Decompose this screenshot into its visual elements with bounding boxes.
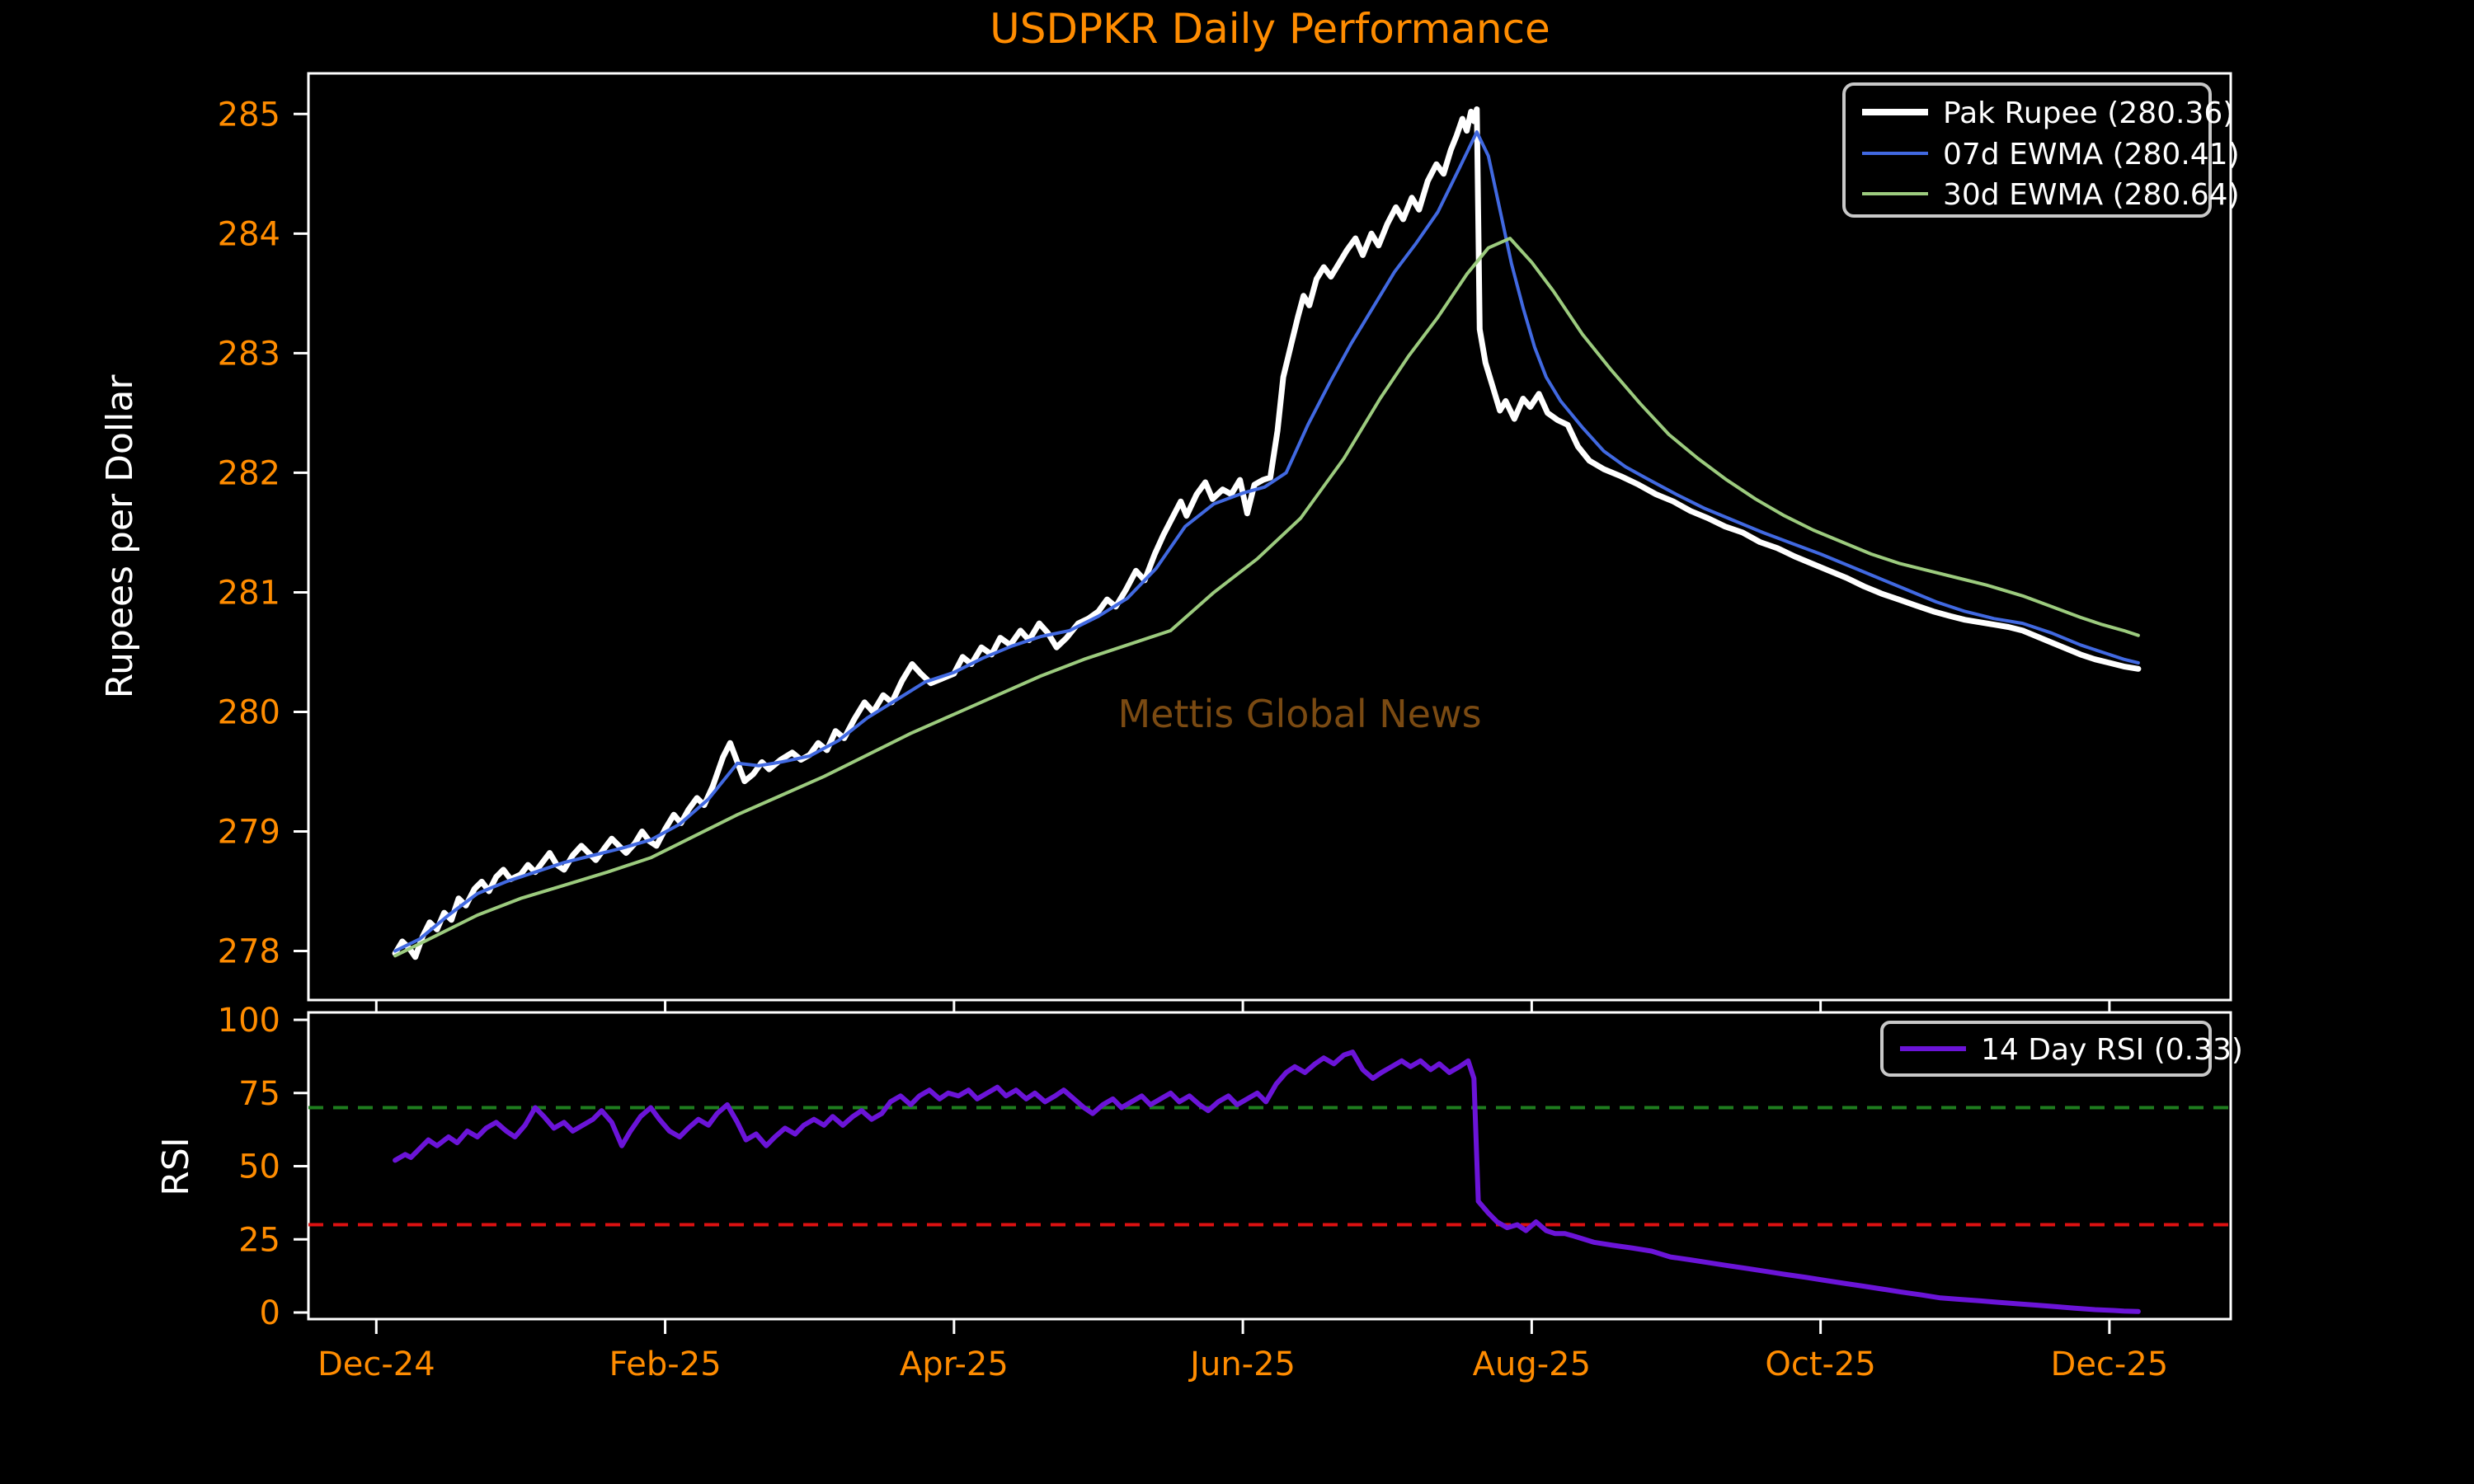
price-y-ticks: 278 279 280 281 282 283 284 285 [218,96,308,971]
ewma07-legend-label: 07d EWMA (280.41) [1943,138,2240,171]
x-tick-label: Apr-25 [900,1345,1009,1383]
chart-title: USDPKR Daily Performance [990,5,1550,53]
price-y-tick-label: 281 [218,574,280,612]
rsi-legend: 14 Day RSI (0.33) [1880,1021,2243,1077]
ewma30-legend-label: 30d EWMA (280.64) [1943,178,2240,212]
rsi-legend-label: 14 Day RSI (0.33) [1981,1033,2243,1067]
rsi-y-tick-label: 0 [260,1294,280,1332]
x-tick-label: Oct-25 [1765,1345,1876,1383]
price-x-tick-marks [374,1000,2111,1012]
price-y-axis-label: Rupees per Dollar [99,374,141,699]
rsi-y-axis-label: RSI [155,1137,197,1195]
price-axes-frame [307,72,2232,1002]
price-y-tick-label: 279 [218,814,280,852]
14-day-rsi-line [393,1050,2141,1314]
watermark: Mettis Global News [1117,692,1481,736]
price-y-tick-label: 278 [218,933,280,971]
price-y-tick-label: 283 [218,335,280,373]
rsi-y-tick-label: 25 [238,1221,280,1259]
price-legend-box [1842,82,2212,218]
07d-ewma-line [393,130,2140,953]
pak-rupee-legend-label: Pak Rupee (280.36) [1943,96,2234,130]
x-tick-label: Jun-25 [1188,1345,1296,1383]
rsi-panel: 0 25 50 75 100 Dec-24 Feb-25 Apr-25 Jun-25 Aug-2… [155,1002,2243,1383]
pak-rupee-line [392,106,2142,960]
rsi-legend-box [1880,1021,2212,1077]
price-series-lines [392,106,2142,960]
price-legend: Pak Rupee (280.36) 07d EWMA (280.41) 30d… [1842,82,2240,218]
x-tick-label: Dec-25 [2051,1345,2169,1383]
x-axis-ticks-and-labels: Dec-24 Feb-25 Apr-25 Jun-25 Aug-25 Oct-25 Dec-… [317,1319,2168,1383]
price-y-tick-label: 280 [218,693,280,731]
x-tick-label: Aug-25 [1473,1345,1591,1383]
price-y-tick-label: 284 [218,215,280,253]
rsi-series-line [393,1050,2141,1314]
price-y-tick-label: 282 [218,454,280,492]
rsi-y-tick-label: 100 [218,1002,280,1040]
price-panel: 278 279 280 281 282 283 284 285 Rupees per Doll… [99,72,2240,1012]
rsi-y-tick-label: 75 [238,1075,280,1113]
rsi-y-tick-label: 50 [238,1148,280,1186]
rsi-y-ticks: 0 25 50 75 100 [218,1002,308,1332]
price-y-tick-label: 285 [218,96,280,134]
rsi-reference-lines [308,1106,2231,1227]
x-tick-label: Dec-24 [317,1345,435,1383]
30d-ewma-line [393,237,2140,958]
x-tick-label: Feb-25 [609,1345,721,1383]
